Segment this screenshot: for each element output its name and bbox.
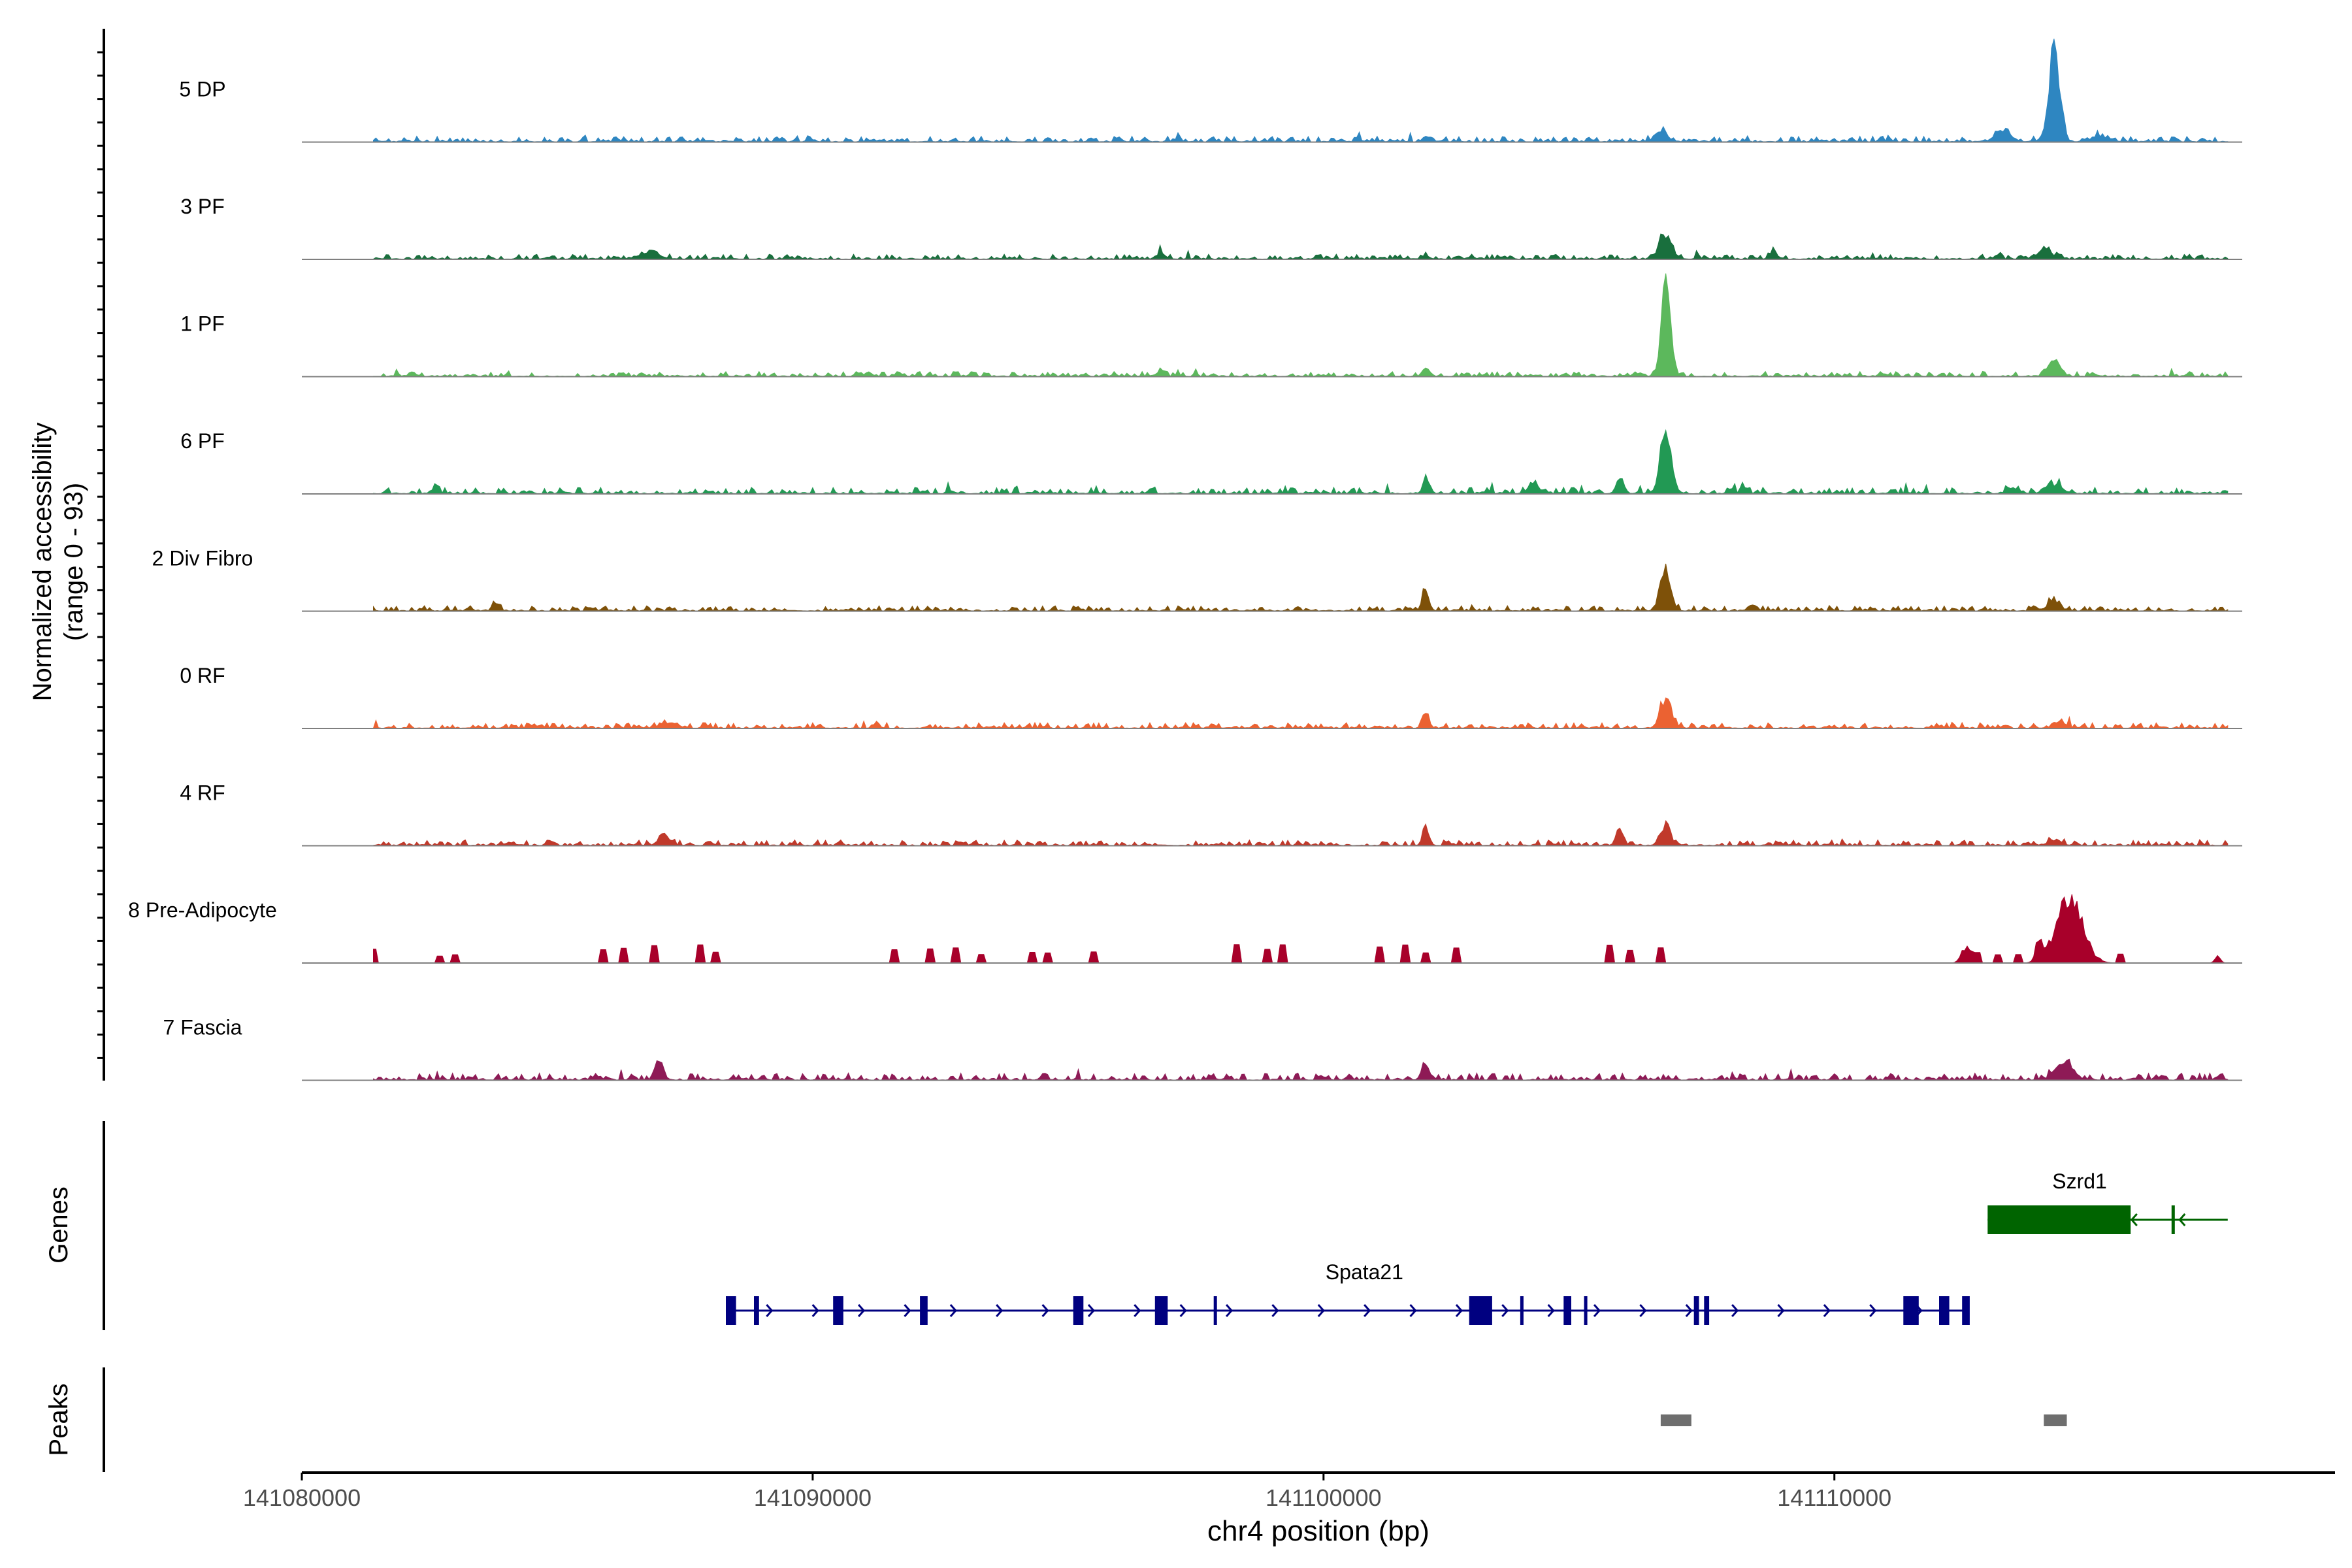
gene-exon — [1704, 1296, 1710, 1325]
gene-spata21: Spata21 — [725, 1260, 1970, 1325]
gene-szrd1: Szrd1 — [1987, 1169, 2228, 1234]
strand-arrow — [996, 1304, 1004, 1317]
track-label: 0 RF — [180, 664, 225, 687]
strand-arrow — [1777, 1304, 1785, 1317]
strand-arrow — [1134, 1304, 1141, 1317]
track-label: 1 PF — [180, 312, 225, 336]
track-area — [373, 429, 2229, 495]
coverage-y-ticks — [97, 51, 104, 1059]
gene-exon — [1469, 1296, 1492, 1325]
track-area — [373, 39, 2229, 143]
genes-panel-label: Genes — [44, 1186, 73, 1264]
peaks-panel-label: Peaks — [44, 1383, 73, 1456]
gene-exon — [920, 1296, 928, 1325]
gene-exon — [1584, 1296, 1588, 1325]
strand-arrow — [1271, 1304, 1279, 1317]
peak-block — [1660, 1414, 1691, 1426]
track-area — [373, 233, 2229, 260]
strand-arrow — [1179, 1304, 1187, 1317]
strand-arrow — [1501, 1304, 1509, 1317]
strand-arrow — [1823, 1304, 1831, 1317]
strand-arrow — [1731, 1304, 1739, 1317]
track-7: 8 Pre-Adipocyte — [128, 894, 2242, 964]
gene-exon — [1154, 1296, 1168, 1325]
strand-arrow — [1685, 1304, 1693, 1317]
strand-arrow — [1593, 1304, 1601, 1317]
gene-exon — [1693, 1296, 1699, 1325]
track-8: 7 Fascia — [163, 1016, 2242, 1081]
track-1: 3 PF — [180, 195, 2242, 260]
track-0: 5 DP — [179, 39, 2242, 143]
strand-arrow — [1869, 1304, 1877, 1317]
gene-exon — [1520, 1296, 1524, 1325]
track-4: 2 Div Fibro — [152, 547, 2242, 612]
x-tick-label: 141110000 — [1777, 1484, 1891, 1511]
track-3: 6 PF — [180, 429, 2242, 495]
x-axis-label: chr4 position (bp) — [1207, 1515, 1429, 1547]
strand-arrow — [904, 1304, 911, 1317]
y-axis-label-line2: (range 0 - 93) — [59, 483, 88, 641]
track-label: 2 Div Fibro — [152, 547, 253, 570]
track-area — [373, 563, 2229, 612]
gene-exon — [1939, 1296, 1950, 1325]
track-label: 3 PF — [180, 195, 225, 218]
strand-arrow — [1041, 1304, 1049, 1317]
track-label: 4 RF — [180, 781, 225, 805]
track-2: 1 PF — [180, 273, 2242, 378]
track-label: 8 Pre-Adipocyte — [128, 898, 277, 922]
gene-exon — [833, 1296, 843, 1325]
gene-exon — [1563, 1296, 1571, 1325]
track-area — [373, 820, 2229, 847]
strand-arrow — [1225, 1304, 1233, 1317]
gene-exon — [2171, 1205, 2175, 1234]
gene-name-label: Spata21 — [1326, 1260, 1403, 1284]
track-6: 4 RF — [180, 781, 2242, 847]
x-tick-label: 141100000 — [1266, 1484, 1382, 1511]
strand-arrow — [949, 1304, 957, 1317]
strand-arrow — [2178, 1213, 2186, 1226]
strand-arrow — [1409, 1304, 1417, 1317]
strand-arrow — [1455, 1304, 1463, 1317]
gene-exon — [754, 1296, 759, 1325]
gene-exon — [1962, 1296, 1970, 1325]
strand-arrow — [1547, 1304, 1555, 1317]
track-area — [373, 697, 2229, 729]
track-label: 5 DP — [179, 78, 225, 101]
gene-name-label: Szrd1 — [2052, 1169, 2107, 1193]
x-axis-ticks: 141080000 141090000 141100000 141110000 — [243, 1473, 1891, 1511]
strand-arrow — [1639, 1304, 1647, 1317]
peak-block — [2044, 1414, 2067, 1426]
track-5: 0 RF — [180, 664, 2242, 729]
track-label: 7 Fascia — [163, 1016, 242, 1039]
strand-arrow — [811, 1304, 819, 1317]
track-area — [373, 894, 2228, 964]
x-tick-label: 141080000 — [243, 1484, 361, 1511]
gene-exon — [726, 1296, 736, 1325]
gene-exon — [1073, 1296, 1084, 1325]
gene-track: Szrd1 Spata21 — [725, 1169, 2228, 1325]
x-tick-label: 141090000 — [754, 1484, 872, 1511]
strand-arrow — [1364, 1304, 1371, 1317]
track-area — [373, 1058, 2229, 1081]
gene-exon — [1987, 1205, 2131, 1234]
strand-arrow — [2130, 1213, 2138, 1226]
gene-exon — [1213, 1296, 1217, 1325]
coverage-tracks: 5 DP 3 PF 1 PF 6 PF 2 Div Fibro 0 RF 4 RF 8 Pre… — [128, 39, 2242, 1081]
track-area — [373, 273, 2229, 377]
strand-arrow — [766, 1304, 774, 1317]
track-label: 6 PF — [180, 429, 225, 453]
y-axis-label-line1: Normalized accessibility — [28, 423, 57, 702]
peak-track — [1660, 1414, 2067, 1426]
gene-exon — [1903, 1296, 1919, 1325]
strand-arrow — [1087, 1304, 1095, 1317]
strand-arrow — [1317, 1304, 1325, 1317]
strand-arrow — [857, 1304, 866, 1317]
